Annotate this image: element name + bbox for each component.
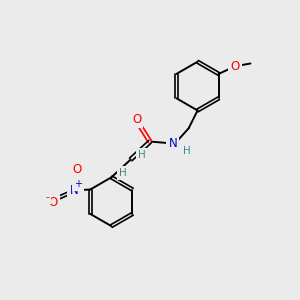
Text: O: O xyxy=(49,196,58,208)
Text: +: + xyxy=(74,178,83,189)
Text: O: O xyxy=(72,164,82,176)
Text: O: O xyxy=(132,113,141,126)
Text: H: H xyxy=(138,150,146,160)
Text: -: - xyxy=(45,192,49,202)
Text: H: H xyxy=(183,146,190,157)
Text: N: N xyxy=(169,137,177,150)
Text: O: O xyxy=(230,60,240,73)
Text: H: H xyxy=(119,168,127,178)
Text: N: N xyxy=(70,184,78,196)
